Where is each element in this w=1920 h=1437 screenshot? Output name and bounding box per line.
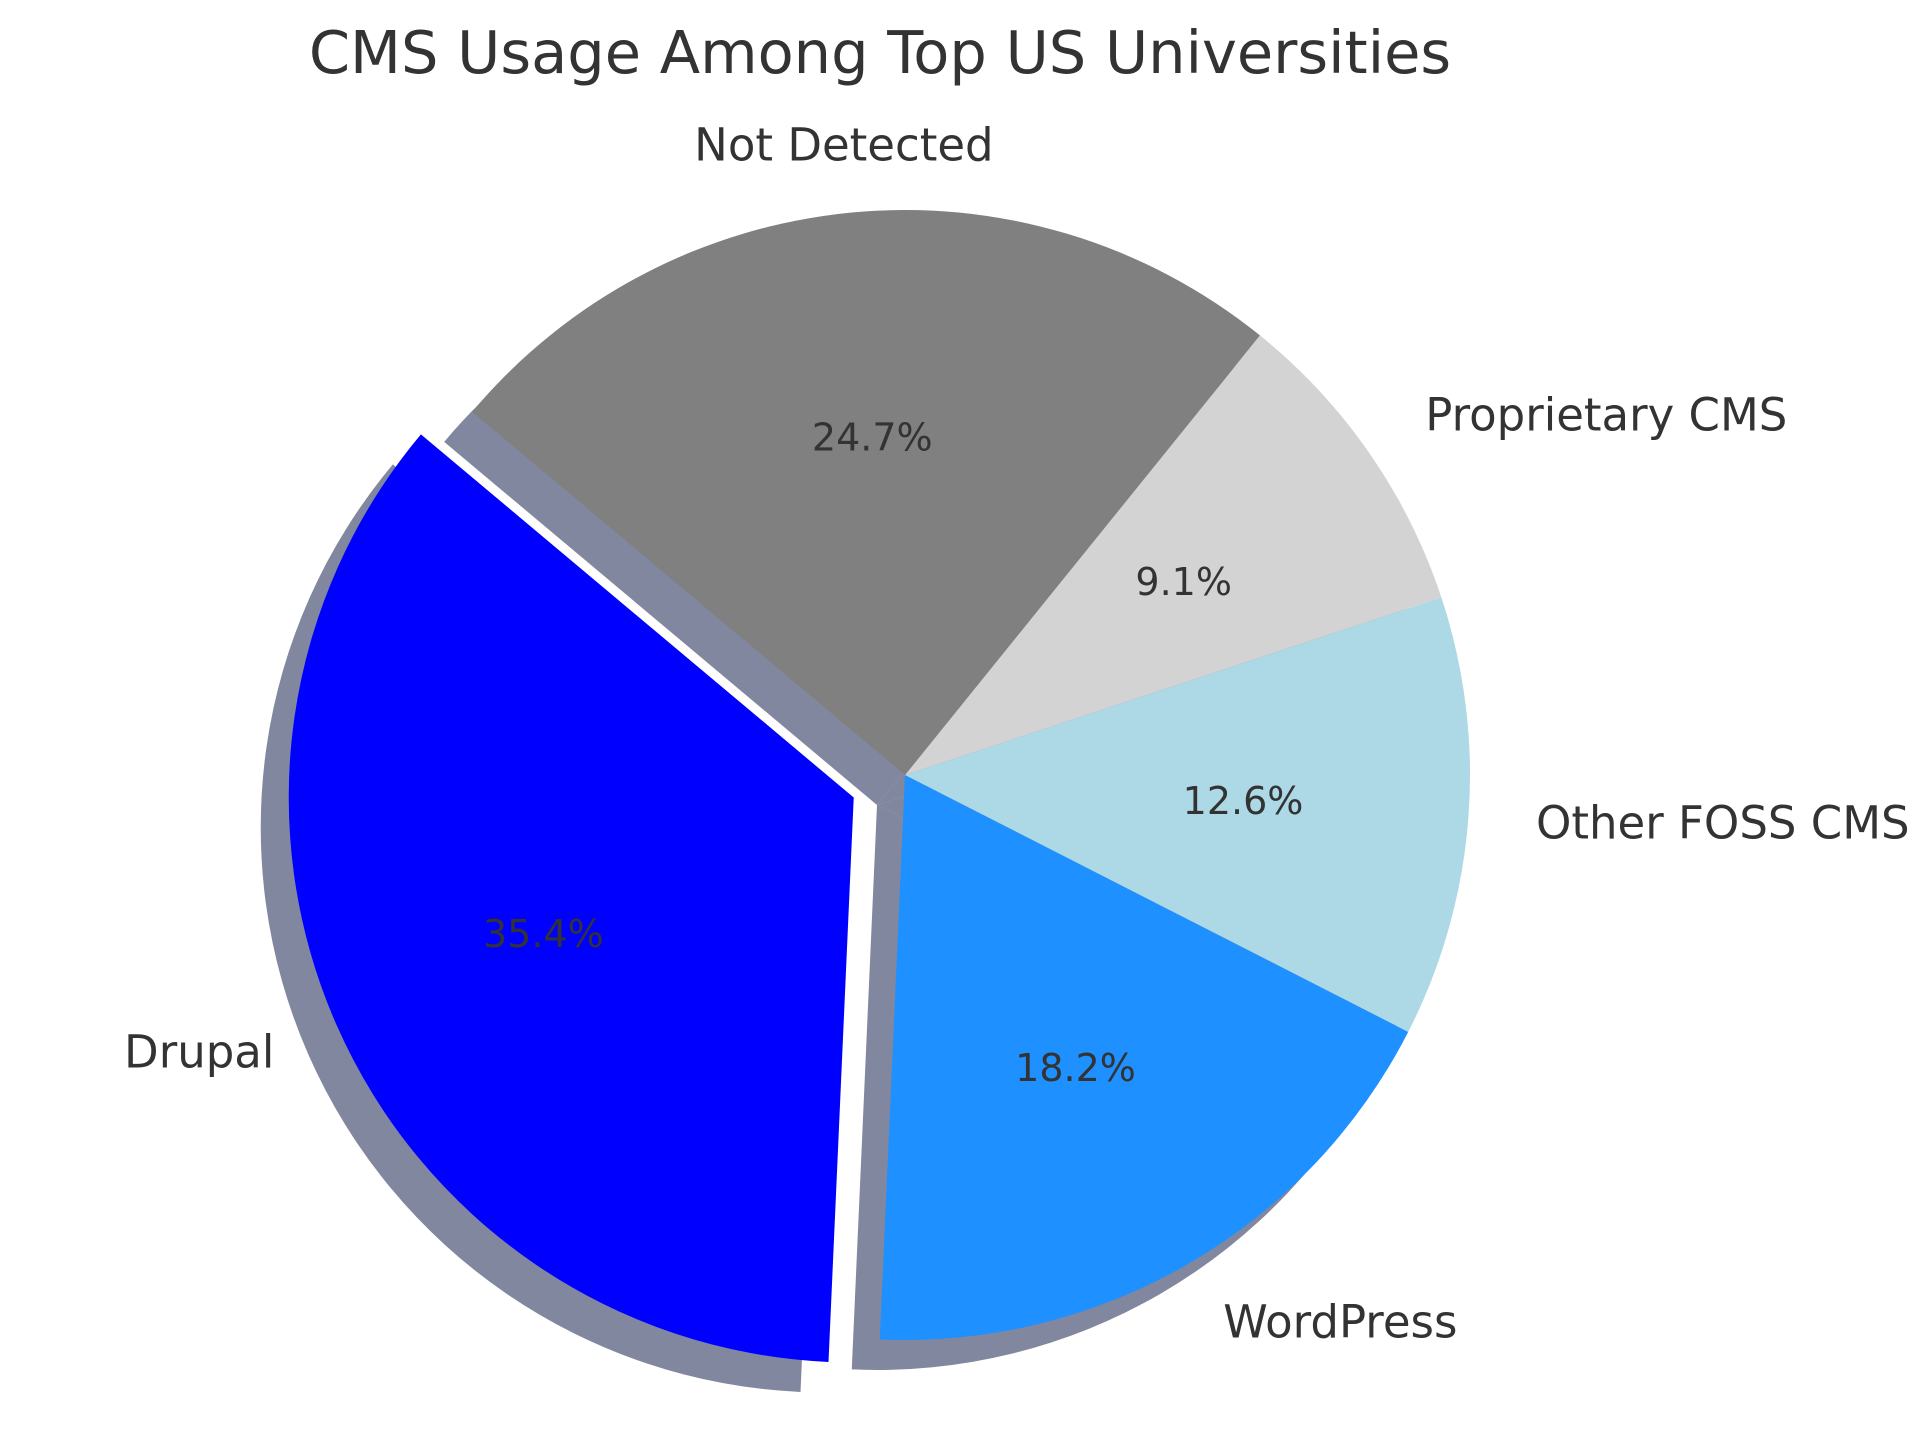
percent-label-other-foss-cms: 12.6% <box>1183 779 1304 823</box>
chart-title: CMS Usage Among Top US Universities <box>309 18 1451 87</box>
percent-labels: 35.4% 18.2% 12.6% 9.1% 24.7% <box>483 416 1303 1090</box>
pie-slices <box>288 210 1471 1362</box>
category-label-not-detected: Not Detected <box>694 119 993 172</box>
category-label-proprietary-cms: Proprietary CMS <box>1425 388 1787 441</box>
category-label-wordpress: WordPress <box>1223 1295 1457 1348</box>
percent-label-proprietary-cms: 9.1% <box>1135 560 1232 604</box>
category-label-drupal: Drupal <box>124 1026 274 1079</box>
percent-label-wordpress: 18.2% <box>1015 1046 1136 1090</box>
percent-label-drupal: 35.4% <box>483 912 604 956</box>
slice-other-foss-cms <box>905 597 1471 1032</box>
slice-wordpress <box>879 775 1409 1340</box>
slice-proprietary-cms <box>905 335 1442 775</box>
slice-drupal <box>288 434 854 1362</box>
percent-label-not-detected: 24.7% <box>812 416 933 460</box>
slice-not-detected <box>472 210 1260 775</box>
category-label-other-foss-cms: Other FOSS CMS <box>1536 797 1910 850</box>
category-labels: Drupal WordPress Other FOSS CMS Proprietary… <box>124 119 1910 1349</box>
